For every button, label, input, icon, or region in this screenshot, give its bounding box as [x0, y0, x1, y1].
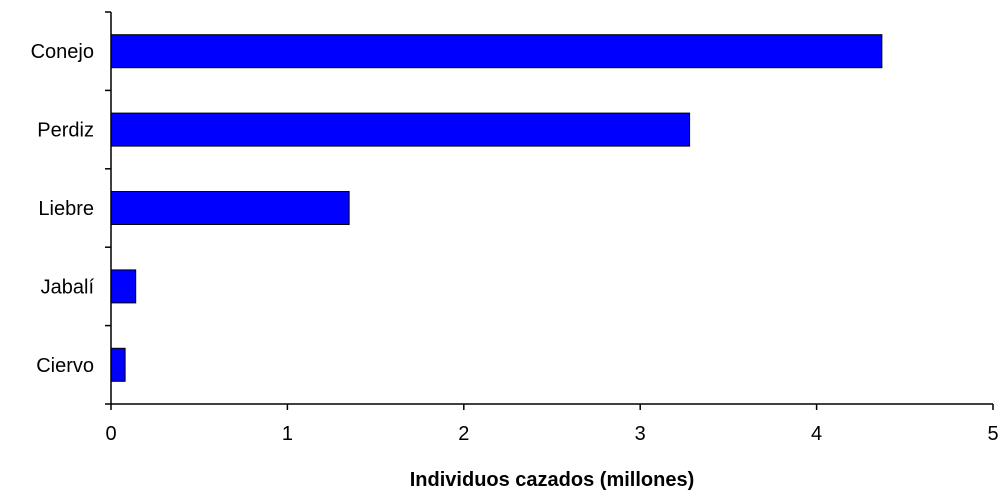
bar-perdiz [110, 112, 691, 147]
x-tick-label: 1 [282, 423, 293, 445]
category-label: Ciervo [36, 355, 94, 377]
x-tick-label: 5 [987, 423, 998, 445]
bar-jabali [110, 269, 137, 304]
axes-group [110, 12, 993, 405]
bar-conejo [110, 34, 883, 69]
x-tick-label: 0 [105, 423, 116, 445]
bars-group [110, 34, 883, 382]
ticks-group [105, 11, 994, 410]
category-label: Perdiz [37, 120, 94, 142]
category-label: Liebre [38, 198, 94, 220]
x-axis-title: Individuos cazados (millones) [410, 469, 695, 491]
category-label: Conejo [31, 41, 94, 63]
bar-ciervo [110, 347, 126, 382]
x-tick-label: 2 [458, 423, 469, 445]
bar-liebre [110, 191, 350, 225]
x-tick-label: 3 [635, 423, 646, 445]
x-tick-label: 4 [811, 423, 822, 445]
category-label: Jabalí [41, 276, 95, 298]
category-labels-group: Conejo Perdiz Liebre Jabalí Ciervo [31, 41, 95, 377]
tick-labels-group: 0 1 2 3 4 5 [105, 423, 998, 445]
